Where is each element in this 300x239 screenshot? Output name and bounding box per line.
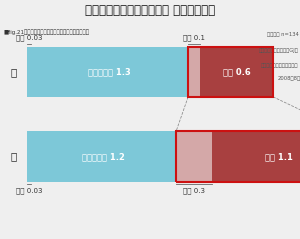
Bar (200, 47, 273, 97)
Text: （一次エネルギー消費量）: （一次エネルギー消費量） (261, 63, 298, 68)
Bar (212, 131, 300, 182)
Text: 厨房 0.03: 厨房 0.03 (16, 188, 42, 194)
Text: 単位：ギガジュール〔GJ〕: 単位：ギガジュール〔GJ〕 (259, 48, 298, 53)
Text: 2008年8月: 2008年8月 (278, 76, 300, 81)
Text: 戸建住宅 n=134: 戸建住宅 n=134 (267, 32, 298, 37)
Bar (27, 47, 31, 97)
Bar (176, 131, 212, 182)
Bar (31, 47, 188, 97)
Text: 冬: 冬 (11, 152, 16, 162)
Text: 給湯 0.1: 給湯 0.1 (183, 34, 205, 41)
Bar (27, 131, 31, 182)
Text: 給湯 0.3: 給湯 0.3 (183, 188, 205, 194)
Text: 夏: 夏 (11, 67, 16, 77)
Text: 家庭での用途別電力消費量 夏と冬の比較: 家庭での用途別電力消費量 夏と冬の比較 (85, 4, 215, 16)
Text: 暖房 1.1: 暖房 1.1 (265, 152, 293, 161)
Text: 照明・家電 1.3: 照明・家電 1.3 (88, 67, 131, 76)
Text: 照明・家電 1.2: 照明・家電 1.2 (82, 152, 125, 161)
Text: 冷房 0.6: 冷房 0.6 (223, 67, 250, 76)
Bar (188, 47, 273, 97)
Bar (176, 131, 300, 182)
Bar (31, 131, 176, 182)
Text: ■fig.21：家庭での用途別電力消費量：夏と冬の比較: ■fig.21：家庭での用途別電力消費量：夏と冬の比較 (3, 30, 89, 35)
Text: 厨房 0.03: 厨房 0.03 (16, 34, 42, 41)
Bar (188, 47, 200, 97)
